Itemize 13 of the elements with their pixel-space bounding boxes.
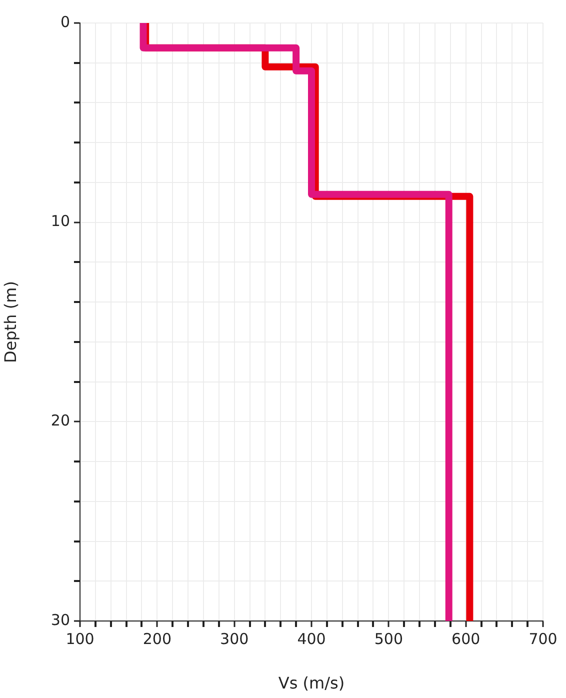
y-tick-label: 10	[50, 212, 70, 230]
x-tick-label: 700	[528, 630, 558, 648]
x-tick-label: 300	[220, 630, 249, 648]
x-tick-label: 200	[142, 630, 172, 648]
x-tick-label: 400	[297, 630, 326, 648]
x-tick-label: 100	[66, 630, 94, 648]
x-tick-label: 600	[452, 630, 480, 648]
y-tick-label: 0	[60, 12, 70, 31]
x-tick-label: 500	[374, 630, 403, 648]
x-axis-title: Vs (m/s)	[278, 674, 345, 693]
y-axis-title: Depth (m)	[0, 281, 20, 363]
y-tick-label: 30	[50, 610, 70, 629]
y-tick-label: 20	[50, 412, 70, 430]
